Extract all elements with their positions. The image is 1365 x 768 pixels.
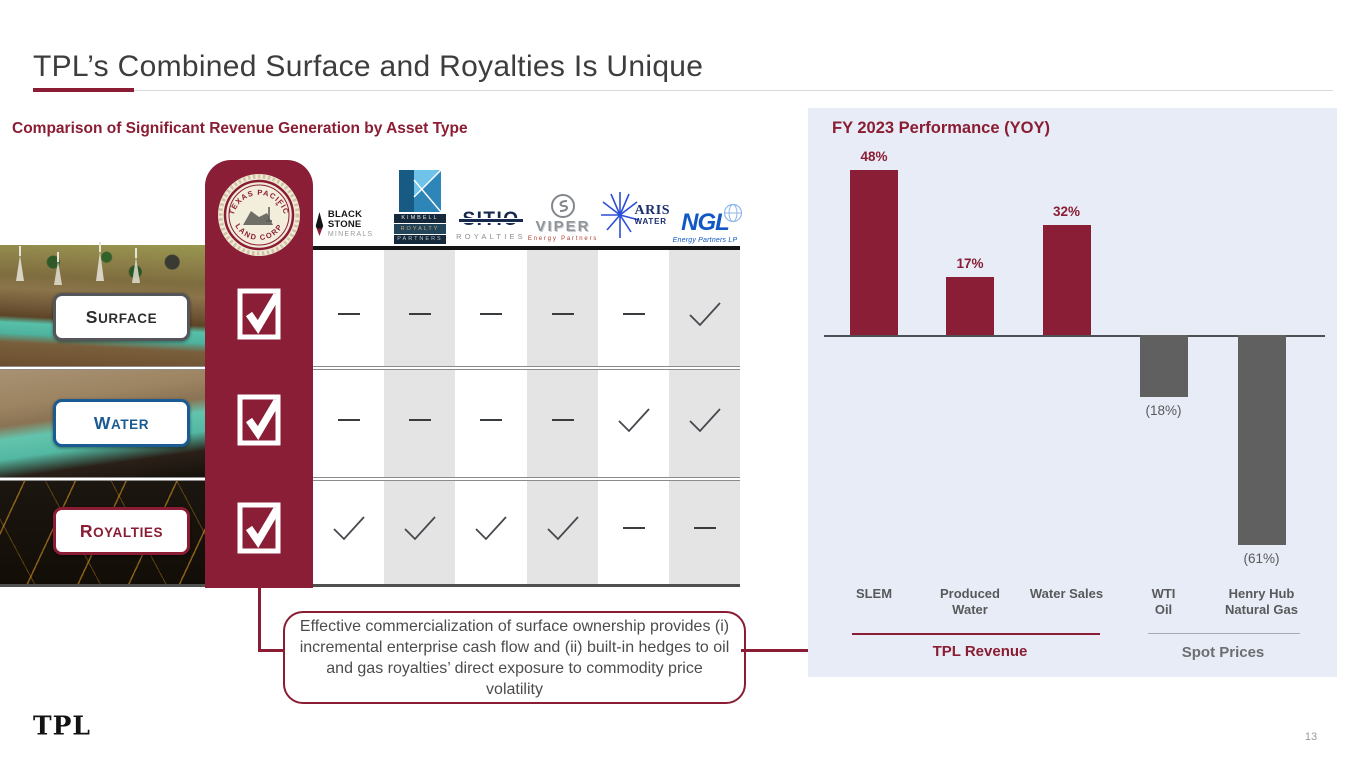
kimbell-band-1: KIMBELL [394, 213, 446, 223]
svg-text:*: * [275, 201, 279, 211]
kimbell-band-3: PARTNERS [394, 234, 446, 244]
group-label-spot-prices: Spot Prices [1181, 644, 1265, 661]
check-mark [472, 513, 510, 543]
dash-mark [472, 299, 510, 329]
black-stone-diamond-icon [315, 212, 324, 236]
sitio-name: SITIO [459, 209, 523, 230]
oil-rig-icon [132, 248, 140, 283]
bar-value-label: 32% [1052, 203, 1081, 219]
bar-water-sales [1042, 224, 1091, 335]
aris-name: ARIS [634, 203, 670, 218]
bar-wti-oil [1139, 335, 1188, 397]
logo-kimbell-royalty: KIMBELL ROYALTY PARTNERS [391, 168, 449, 244]
logo-ngl-energy: NGL Energy Partners LP [669, 200, 743, 244]
tpl-seal-logo: * TEXAS PACIFIC LAND CORP [217, 173, 301, 262]
oil-rig-icon [54, 252, 62, 285]
check-mark [615, 405, 653, 435]
kimbell-band-2: ROYALTY [394, 224, 446, 234]
tpl-revenue-rule [852, 633, 1100, 635]
spot-prices-rule [1148, 633, 1300, 634]
tpl-checkbox-water [236, 391, 282, 449]
dash-mark [330, 405, 368, 435]
tpl-checkbox-surface [236, 285, 282, 343]
group-label-tpl-revenue: TPL Revenue [932, 643, 1028, 660]
title-accent-rule [33, 88, 134, 92]
ngl-name: NGL [681, 209, 730, 236]
aris-sub: WATER [634, 217, 667, 226]
logo-sitio-royalties: SITIO ROYALTIES [456, 205, 526, 241]
tpl-column: * TEXAS PACIFIC LAND CORP [205, 160, 313, 588]
sitio-sub: ROYALTIES [456, 232, 526, 241]
table-bottom-line [0, 584, 740, 587]
check-mark [686, 405, 724, 435]
oil-rig-icon [16, 246, 24, 281]
tpl-logo: TPL [33, 710, 91, 741]
tpl-checkbox-royalties [236, 499, 282, 557]
dash-mark [544, 299, 582, 329]
viper-emblem-icon [551, 193, 575, 218]
row-separator [0, 477, 740, 481]
chart-panel: FY 2023 Performance (YOY) 48% 17% 32% (18%)… [808, 108, 1337, 677]
dash-mark [615, 299, 653, 329]
row-label-water: Water [53, 399, 190, 447]
page-title: TPL’s Combined Surface and Royalties Is … [33, 50, 704, 83]
dash-mark [401, 299, 439, 329]
row-separator [0, 366, 740, 370]
bar-henry-hub-natural-gas [1237, 335, 1286, 545]
section-heading: Comparison of Significant Revenue Genera… [12, 120, 468, 137]
category-label: Water Sales [1029, 586, 1104, 601]
bar-value-label: 48% [860, 148, 888, 164]
dash-mark [472, 405, 510, 435]
chart-title: FY 2023 Performance (YOY) [832, 119, 1050, 137]
dash-mark [544, 405, 582, 435]
logo-black-stone-minerals: BLACK STONE MINERALS [315, 205, 385, 243]
dash-mark [686, 513, 724, 543]
bar-value-label: 17% [956, 255, 984, 271]
viper-name: VIPER [535, 217, 591, 235]
check-mark [330, 513, 368, 543]
logo-aris-water: ARIS WATER [598, 188, 670, 242]
category-label: WTI Oil [1151, 586, 1176, 617]
category-label: SLEM [855, 586, 893, 601]
aris-starburst-icon [600, 192, 639, 238]
bar-value-label: (18%) [1145, 402, 1182, 418]
connector-vertical [258, 587, 261, 651]
table-column-stripe [527, 250, 598, 586]
check-mark [544, 513, 582, 543]
dash-mark [330, 299, 368, 329]
chart-baseline [824, 335, 1325, 337]
bar-slem [850, 169, 898, 335]
table-column-stripe [384, 250, 455, 586]
check-mark [686, 299, 724, 329]
title-rule [134, 90, 1333, 91]
ngl-globe-icon [723, 203, 743, 223]
dash-mark [401, 405, 439, 435]
logo-viper-energy: VIPER Energy Partners [527, 192, 599, 242]
category-label: Henry Hub Natural Gas [1225, 586, 1298, 617]
bar-produced-water [946, 276, 994, 335]
black-stone-sub: MINERALS [327, 230, 374, 238]
kimbell-k-icon [399, 169, 441, 212]
dash-mark [615, 513, 653, 543]
bar-value-label: (61%) [1243, 550, 1280, 566]
callout-text: Effective commercialization of surface o… [299, 617, 730, 698]
category-label: Produced Water [940, 586, 1000, 617]
viper-sub: Energy Partners [527, 236, 599, 242]
black-stone-name: BLACK STONE [327, 209, 363, 230]
table-header-line [313, 246, 740, 250]
row-label-surface: Surface [53, 293, 190, 341]
ngl-sub: Energy Partners LP [672, 237, 738, 244]
page-number: 13 [1304, 731, 1318, 743]
callout-box: Effective commercialization of surface o… [283, 611, 746, 704]
connector-left [258, 649, 285, 652]
table-column-stripe [669, 250, 740, 586]
check-mark [401, 513, 439, 543]
row-label-royalties: Royalties [53, 507, 190, 555]
oil-rig-icon [96, 242, 104, 281]
